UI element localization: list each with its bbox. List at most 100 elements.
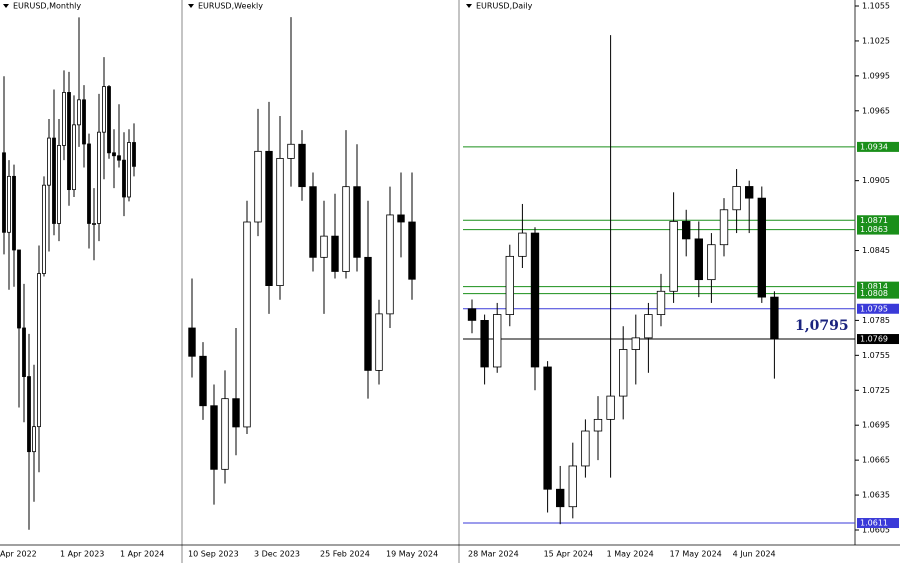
y-tick-label: 1.0905 xyxy=(862,176,890,185)
candle-body xyxy=(254,150,262,223)
candle-body xyxy=(127,142,131,198)
candle-body xyxy=(92,223,96,225)
y-tick-label: 1.0665 xyxy=(862,456,890,465)
y-tick-label: 1.0725 xyxy=(862,386,890,395)
candle-body xyxy=(276,157,284,286)
x-tick-label: 19 May 2024 xyxy=(386,550,438,559)
candle-body xyxy=(342,186,350,272)
candle-body xyxy=(62,92,66,146)
candle-body xyxy=(682,221,691,240)
candle-body xyxy=(112,152,116,157)
x-tick-label: 4 Jun 2024 xyxy=(733,550,776,559)
level-label: 1.0934 xyxy=(860,142,888,151)
candle-body xyxy=(7,175,11,233)
candle-body xyxy=(375,313,383,371)
candle-body xyxy=(287,143,295,159)
candle-body xyxy=(72,124,76,191)
candle-body xyxy=(298,143,306,188)
candle-body xyxy=(117,155,121,161)
candle-body xyxy=(17,249,21,329)
level-label: 1.0814 xyxy=(860,282,888,291)
panel-marker xyxy=(188,4,194,8)
candle-body xyxy=(480,319,489,368)
candle-body xyxy=(644,314,653,339)
candle-body xyxy=(320,235,328,258)
candle-body xyxy=(265,150,273,286)
x-tick-label: 3 Dec 2023 xyxy=(254,550,300,559)
candle-body xyxy=(732,186,741,211)
x-tick-label: 1 May 2024 xyxy=(607,550,654,559)
x-tick-label: 15 Apr 2024 xyxy=(544,550,593,559)
candle-body xyxy=(122,159,126,198)
candle-body xyxy=(199,355,207,407)
candle-body xyxy=(353,186,361,258)
candle-body xyxy=(232,398,240,428)
level-label-box xyxy=(857,303,899,314)
level-label-box xyxy=(857,518,899,529)
panel-title: EURUSD,Weekly xyxy=(198,2,263,11)
candle-body xyxy=(770,296,779,340)
candle-body xyxy=(22,327,26,377)
y-tick-label: 1.1055 xyxy=(862,2,890,11)
candle-body xyxy=(581,430,590,467)
candle-body xyxy=(107,86,111,154)
level-label-box xyxy=(857,141,899,152)
candle-body xyxy=(518,232,527,257)
y-tick-label: 1.0995 xyxy=(862,71,890,80)
candle-body xyxy=(331,235,339,272)
level-label-box xyxy=(857,281,899,292)
candle-body xyxy=(37,273,41,428)
candle-body xyxy=(309,186,317,258)
candle-body xyxy=(593,418,603,432)
candle-body xyxy=(745,186,754,199)
candle-body xyxy=(568,465,577,508)
y-tick-label: 1.0635 xyxy=(862,491,890,500)
candle-body xyxy=(669,221,678,292)
candle-body xyxy=(656,290,666,315)
level-label: 1.0863 xyxy=(860,225,888,234)
x-tick-label: Apr 2022 xyxy=(0,550,37,559)
y-tick-label: 1.0785 xyxy=(862,316,890,325)
x-tick-label: 1 Apr 2023 xyxy=(60,550,104,559)
candle-body xyxy=(467,308,477,321)
y-tick-label: 1.0965 xyxy=(862,106,890,115)
level-label-box xyxy=(857,215,899,226)
candle-body xyxy=(102,86,106,133)
candle-body xyxy=(87,143,91,224)
candle-body xyxy=(719,209,729,246)
candle-body xyxy=(82,99,86,145)
candle-body xyxy=(188,327,196,357)
level-label-box xyxy=(857,224,899,235)
candle-body xyxy=(707,244,716,281)
candle-body xyxy=(42,184,46,274)
y-tick-label: 1.0605 xyxy=(862,526,890,535)
candle-body xyxy=(757,197,766,298)
x-tick-label: 28 Mar 2024 xyxy=(468,550,519,559)
candle-body xyxy=(47,137,51,186)
y-tick-label: 1.0755 xyxy=(862,351,890,360)
y-tick-label: 1.1025 xyxy=(862,36,890,45)
candle-body xyxy=(132,142,136,167)
candle-body xyxy=(57,145,61,224)
candle-body xyxy=(2,152,6,233)
panel-marker xyxy=(3,4,9,8)
candle-body xyxy=(221,398,229,470)
candle-body xyxy=(210,405,218,470)
candle-body xyxy=(606,395,615,420)
candle-body xyxy=(619,349,628,397)
candle-body xyxy=(243,221,251,428)
candle-body xyxy=(694,238,703,281)
annotation: 1,0795 xyxy=(795,318,849,334)
y-tick-label: 1.0695 xyxy=(862,421,890,430)
panel-marker xyxy=(466,4,472,8)
candle-body xyxy=(631,337,640,350)
x-tick-label: 25 Feb 2024 xyxy=(320,550,370,559)
level-label: 1.0808 xyxy=(860,289,888,298)
candle-body xyxy=(408,221,416,280)
candle-body xyxy=(530,232,540,368)
level-label: 1.0871 xyxy=(860,216,888,225)
level-label: 1.0795 xyxy=(860,304,888,313)
y-tick-label: 1.0845 xyxy=(862,246,890,255)
